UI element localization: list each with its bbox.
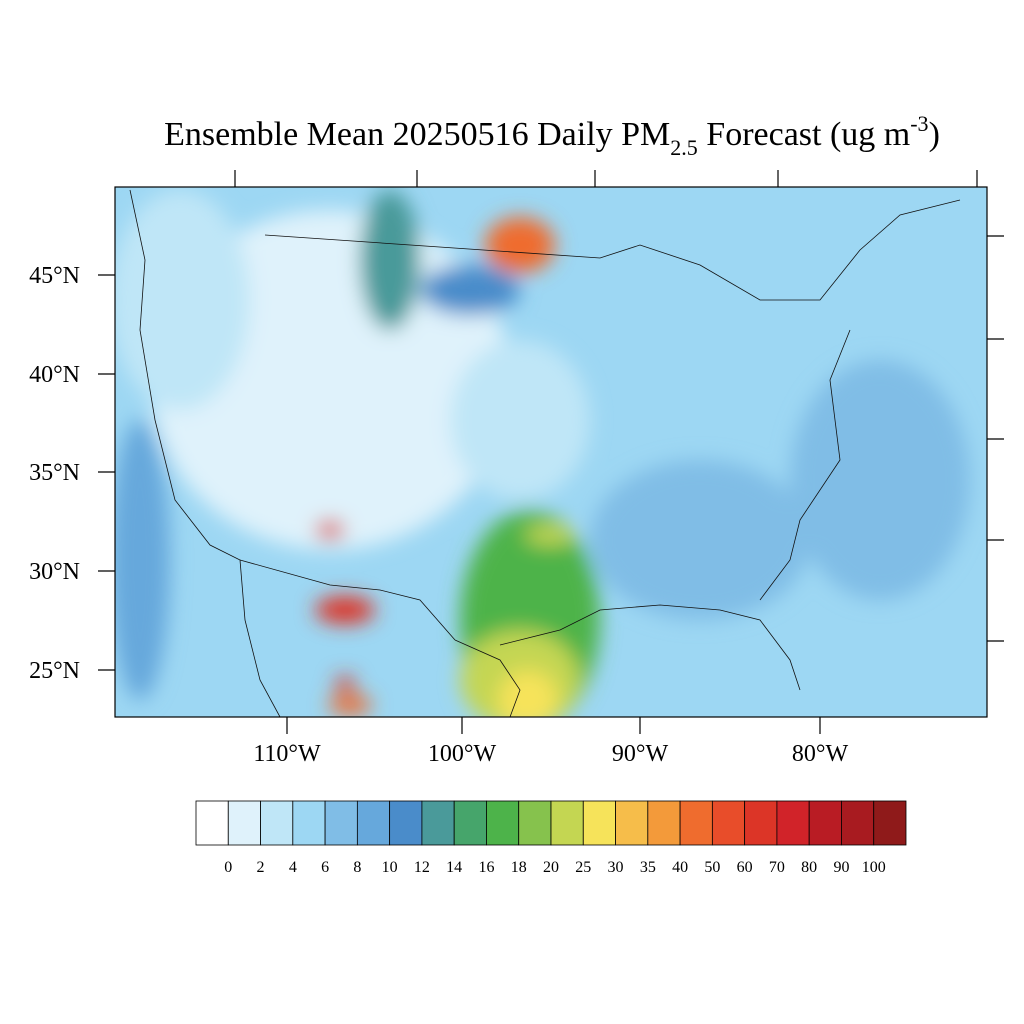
colorbar-box xyxy=(711,800,746,846)
colorbar-label: 18 xyxy=(511,859,527,876)
colorbar-box xyxy=(453,800,487,846)
colorbar-box xyxy=(324,800,358,846)
lat-label: 40°N xyxy=(29,362,80,388)
colorbar-label: 2 xyxy=(257,859,265,876)
title: Ensemble Mean 20250516 Daily PM2.5 Forec… xyxy=(164,111,940,160)
colorbar-label: 8 xyxy=(353,859,361,876)
colorbar-box xyxy=(292,800,326,846)
colorbar-label: 10 xyxy=(382,859,398,876)
title-subscript: 2.5 xyxy=(670,135,698,160)
colorbar-box xyxy=(260,800,294,846)
colorbar-box xyxy=(744,800,778,846)
colorbar-label: 80 xyxy=(801,859,817,876)
colorbar-box xyxy=(679,800,713,846)
colorbar-label: 12 xyxy=(414,859,430,876)
lat-label: 45°N xyxy=(29,263,80,289)
colorbar-box xyxy=(550,800,584,846)
lat-label: 35°N xyxy=(29,460,80,486)
colorbar-box xyxy=(195,800,229,846)
title-text: Ensemble Mean 20250516 Daily PM xyxy=(164,116,670,153)
colorbar-label: 90 xyxy=(833,859,849,876)
colorbar-box xyxy=(421,800,455,846)
map-frame xyxy=(114,186,988,718)
colorbar-box xyxy=(647,800,681,846)
map-ticks xyxy=(98,170,1004,734)
lon-label: 100°W xyxy=(428,741,497,767)
colorbar-box xyxy=(486,800,520,846)
title-text-2: Forecast (ug m xyxy=(698,116,910,153)
colorbar-label: 4 xyxy=(289,859,297,876)
colorbar-label: 14 xyxy=(446,859,462,876)
colorbar-box xyxy=(582,800,616,846)
title-superscript: -3 xyxy=(910,111,928,136)
colorbar-label: 20 xyxy=(543,859,559,876)
colorbar-label: 60 xyxy=(737,859,753,876)
colorbar-box xyxy=(518,800,552,846)
colorbar-box xyxy=(356,800,391,846)
lon-label: 110°W xyxy=(253,741,321,767)
colorbar-label: 30 xyxy=(608,859,624,876)
lon-label: 90°W xyxy=(612,741,669,767)
lat-label: 25°N xyxy=(29,658,80,684)
colorbar-box xyxy=(776,800,810,846)
colorbar-label: 35 xyxy=(640,859,656,876)
lat-label: 30°N xyxy=(29,559,80,585)
colorbar-label: 50 xyxy=(704,859,720,876)
colorbar-label: 40 xyxy=(672,859,688,876)
colorbar-box xyxy=(873,800,907,846)
title-text-3: ) xyxy=(929,116,940,153)
colorbar-label: 6 xyxy=(321,859,329,876)
colorbar-label: 100 xyxy=(862,859,886,876)
map-field xyxy=(115,187,987,717)
colorbar-label: 25 xyxy=(575,859,591,876)
colorbar-box xyxy=(227,800,261,846)
colorbar-box xyxy=(808,800,842,846)
colorbar-box xyxy=(615,800,649,846)
lon-label: 80°W xyxy=(792,741,849,767)
colorbar-box xyxy=(389,800,423,846)
colorbar-box xyxy=(841,800,875,846)
colorbar-label: 0 xyxy=(224,859,232,876)
colorbar-label: 16 xyxy=(478,859,494,876)
colorbar-label: 70 xyxy=(769,859,785,876)
